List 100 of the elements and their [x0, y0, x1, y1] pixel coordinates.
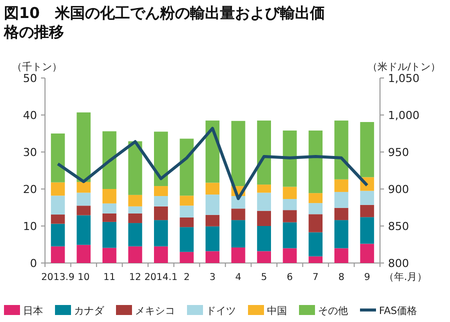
bar: [76, 182, 91, 193]
bar: [128, 246, 142, 263]
bar: [282, 248, 297, 263]
legend-label: メキシコ: [135, 306, 175, 317]
bar: [231, 208, 246, 220]
x-tick-label: 12: [129, 272, 142, 283]
bar: [206, 214, 220, 226]
y2-tick-label: 950: [388, 146, 409, 159]
x-tick-label: 4: [235, 272, 242, 283]
legend-label: FAS価格: [379, 305, 418, 317]
bar: [257, 210, 271, 226]
bar: [360, 122, 374, 178]
bar: [76, 215, 91, 245]
bar: [50, 182, 65, 196]
x-tick-label: 2014.1: [144, 272, 178, 283]
bar: [128, 206, 142, 214]
x-tick-label: 7: [312, 272, 319, 283]
bar: [128, 141, 142, 195]
bar: [334, 179, 348, 192]
bar: [308, 130, 323, 194]
bar: [180, 217, 194, 228]
legend-label: 日本: [23, 305, 43, 317]
bar: [102, 203, 116, 214]
bar: [154, 132, 168, 186]
bar: [282, 210, 297, 222]
x-axis-title: （年.月）: [384, 271, 428, 283]
x-tick-label: 3: [209, 272, 216, 283]
y-tick-label: 50: [23, 72, 37, 85]
bar: [206, 251, 220, 263]
bar: [76, 112, 91, 182]
bar: [334, 248, 348, 263]
bar: [76, 206, 91, 216]
bar: [360, 190, 374, 205]
bar: [282, 198, 297, 210]
bar: [128, 223, 142, 246]
bar: [50, 246, 65, 263]
y2-tick-label: 1,050: [388, 72, 420, 85]
y2-tick-label: 900: [388, 183, 409, 196]
x-tick-label: 6: [286, 272, 293, 283]
bar: [231, 120, 246, 186]
bar: [50, 224, 65, 246]
y2-tick-label: 850: [388, 220, 409, 233]
x-tick-label: 2: [184, 272, 190, 283]
bar: [128, 213, 142, 224]
bar: [334, 220, 348, 248]
bar: [257, 184, 271, 193]
y-tick-label: 40: [23, 109, 37, 122]
y-tick-label: 20: [23, 183, 37, 196]
bar: [180, 252, 194, 263]
bar: [308, 193, 323, 204]
bar: [128, 194, 142, 206]
bar: [334, 120, 348, 180]
legend-label: 中国: [267, 305, 287, 317]
legend-label: カナダ: [74, 305, 105, 317]
chart-title: 図10 米国の化工でん粉の輸出量および輸出価格の推移: [3, 4, 325, 41]
legend-label: その他: [318, 305, 348, 317]
bar: [102, 131, 116, 189]
line-series: [56, 126, 369, 200]
bar: [154, 186, 168, 196]
x-tick-label: 10: [78, 272, 90, 283]
bar: [360, 204, 374, 218]
x-tick-label: 2013.9: [41, 272, 75, 283]
legend-label: ドイツ: [206, 306, 236, 317]
y-tick-label: 10: [23, 220, 37, 233]
bar: [180, 206, 194, 218]
bar: [102, 213, 116, 222]
x-tick-label: 9: [364, 272, 370, 283]
bar: [308, 203, 323, 214]
bar: [257, 226, 271, 252]
bar: [50, 134, 65, 182]
bar: [76, 244, 91, 263]
x-tick-label: 8: [338, 272, 344, 283]
bar: [282, 222, 297, 248]
bar: [154, 196, 168, 206]
bar: [308, 256, 323, 263]
bar: [50, 196, 65, 215]
bar: [154, 246, 168, 263]
bar: [282, 130, 297, 187]
bar: [50, 214, 65, 224]
bar: [231, 247, 246, 263]
bar: [360, 244, 374, 263]
bar: [308, 214, 323, 232]
bar: [154, 206, 168, 220]
y-axis-title: （千トン）: [12, 61, 62, 73]
bar: [360, 217, 374, 244]
y2-tick-label: 1,000: [388, 109, 420, 122]
bar: [76, 192, 91, 206]
bar: [282, 186, 297, 199]
bar: [334, 192, 348, 208]
x-tick-label: 5: [261, 272, 268, 283]
bar: [257, 192, 271, 211]
bar: [154, 220, 168, 246]
bar: [206, 194, 220, 215]
bar: [231, 220, 246, 248]
bar: [206, 226, 220, 252]
y-tick-label: 30: [23, 146, 37, 159]
bar: [257, 251, 271, 263]
bar: [180, 227, 194, 252]
y2-tick-label: 800: [388, 257, 409, 270]
y-tick-label: 0: [30, 257, 37, 270]
